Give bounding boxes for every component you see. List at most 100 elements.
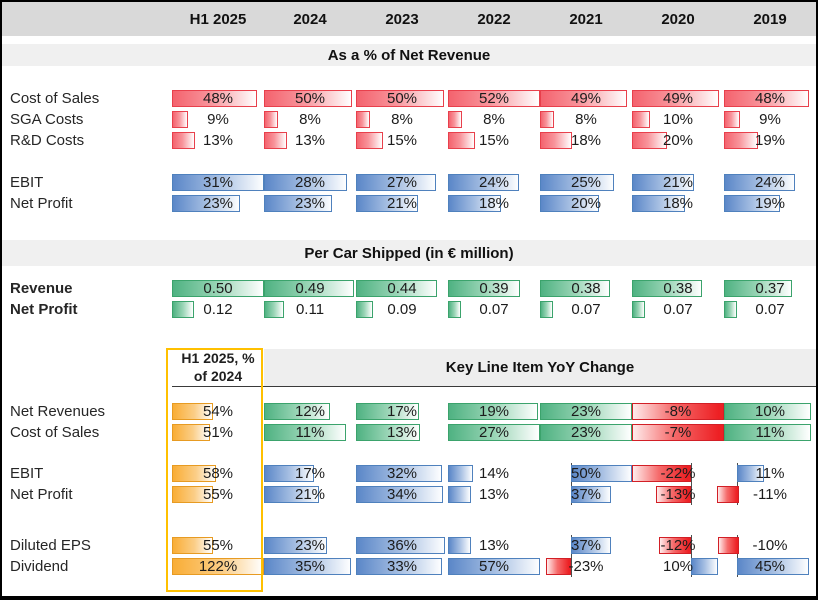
- bar-cell: 9%: [172, 109, 264, 130]
- data-bar: [172, 403, 213, 420]
- bar-cell: 0.37: [724, 278, 816, 299]
- band-pct-of-net-revenue: As a % of Net Revenue: [2, 44, 816, 66]
- year-column-header: 2022: [477, 10, 511, 28]
- data-bar: [264, 558, 352, 575]
- bar-cell: 11%: [724, 422, 816, 443]
- value-label: 32%: [386, 465, 418, 482]
- data-bar: [724, 174, 796, 191]
- data-bar: [448, 537, 471, 554]
- bar-cell: 11%: [724, 463, 816, 484]
- value-label: -11%: [753, 486, 787, 503]
- bar-cell: 33%: [356, 556, 448, 577]
- data-bar: [264, 90, 353, 107]
- value-label: -10%: [752, 537, 788, 554]
- data-bar: [540, 195, 600, 212]
- value-label: 54%: [202, 403, 234, 420]
- bar-cell: 8%: [264, 109, 356, 130]
- value-label: 24%: [478, 174, 510, 191]
- bar-cell: 0.07: [448, 299, 540, 320]
- data-bar: [540, 280, 610, 297]
- value-label: 15%: [478, 132, 510, 149]
- data-bar: [448, 132, 475, 149]
- value-label: 0.38: [571, 280, 601, 297]
- data-bar: [264, 301, 285, 318]
- data-bar: [356, 111, 371, 128]
- value-label: 0.07: [479, 301, 509, 318]
- value-label: 37%: [570, 486, 602, 503]
- bar-cell: 18%: [540, 130, 632, 151]
- value-label: 20%: [570, 195, 602, 212]
- data-bar: [264, 280, 355, 297]
- value-label: 13%: [202, 132, 234, 149]
- h1-2025-pct-of-2024-header: H1 2025, % of 2024: [172, 349, 264, 387]
- table-row: Net Profit 23% 23% 21% 18% 20% 18% 19%: [2, 193, 816, 214]
- bar-cell: 49%: [632, 88, 724, 109]
- data-bar: [448, 558, 540, 575]
- bar-cell: 13%: [448, 535, 540, 556]
- bar-cell: 23%: [172, 193, 264, 214]
- bar-cell: 12%: [264, 401, 356, 422]
- bar-cell: 10%: [632, 556, 724, 577]
- data-bar: [724, 280, 793, 297]
- bar-cell: 19%: [724, 193, 816, 214]
- value-label: -13%: [660, 486, 696, 503]
- row-label: Revenue: [10, 280, 73, 297]
- data-bar: [356, 195, 419, 212]
- bar-cell: 10%: [724, 401, 816, 422]
- cost-rows-group: Cost of Sales 48% 50% 50% 52% 49% 49% 48% SGA Co…: [2, 88, 816, 151]
- value-label: 14%: [478, 465, 510, 482]
- bar-cell: 13%: [356, 422, 448, 443]
- bar-cell: 27%: [356, 172, 448, 193]
- value-label: 21%: [386, 195, 418, 212]
- bar-cell: 23%: [264, 193, 356, 214]
- bar-cell: 13%: [264, 130, 356, 151]
- value-label: 0.50: [203, 280, 233, 297]
- bar-cell: 28%: [264, 172, 356, 193]
- bar-cell: 0.50: [172, 278, 264, 299]
- data-bar: [632, 195, 686, 212]
- bar-cell: 52%: [448, 88, 540, 109]
- data-bar: [264, 174, 348, 191]
- data-bar: [172, 90, 257, 107]
- data-bar: [448, 174, 520, 191]
- bar-cell: 0.07: [540, 299, 632, 320]
- data-bar: [356, 465, 442, 482]
- value-label: 19%: [754, 132, 786, 149]
- band-key-line-item-yoy-change: Key Line Item YoY Change: [264, 349, 816, 387]
- bar-cell: 23%: [540, 401, 632, 422]
- data-bar: [540, 301, 553, 318]
- bar-cell: 27%: [448, 422, 540, 443]
- value-label: 21%: [662, 174, 694, 191]
- bar-cell: -13%: [632, 484, 724, 505]
- row-label: Net Profit: [10, 195, 73, 212]
- data-bar: [264, 111, 279, 128]
- table-row: Diluted EPS 55% 23% 36% 13% 37% -12% -10%: [2, 535, 816, 556]
- value-label: 18%: [662, 195, 694, 212]
- yoy-header-row: H1 2025, % of 2024 Key Line Item YoY Cha…: [2, 349, 816, 387]
- bar-cell: 31%: [172, 172, 264, 193]
- bar-cell: 0.49: [264, 278, 356, 299]
- bar-cell: -10%: [718, 535, 816, 556]
- value-label: 34%: [386, 486, 418, 503]
- data-bar: [632, 111, 650, 128]
- data-bar: [264, 132, 287, 149]
- zero-axis-line: [571, 556, 573, 577]
- data-bar: [264, 403, 331, 420]
- data-bar: [172, 111, 188, 128]
- bar-cell: 19%: [724, 130, 816, 151]
- data-bar: [724, 403, 812, 420]
- data-bar: [172, 132, 195, 149]
- table-row: R&D Costs 13% 13% 15% 15% 18% 20% 19%: [2, 130, 816, 151]
- value-label: 23%: [570, 403, 602, 420]
- bar-cell: 0.09: [356, 299, 448, 320]
- bar-cell: 24%: [448, 172, 540, 193]
- data-bar: [540, 90, 627, 107]
- data-bar: [356, 132, 383, 149]
- value-label: 11%: [755, 424, 785, 441]
- value-label: 0.07: [755, 301, 785, 318]
- table-row: EBIT 31% 28% 27% 24% 25% 21% 24%: [2, 172, 816, 193]
- bar-cell: 8%: [540, 109, 632, 130]
- value-label: 0.09: [387, 301, 417, 318]
- value-label: 19%: [754, 195, 786, 212]
- value-label: 19%: [478, 403, 510, 420]
